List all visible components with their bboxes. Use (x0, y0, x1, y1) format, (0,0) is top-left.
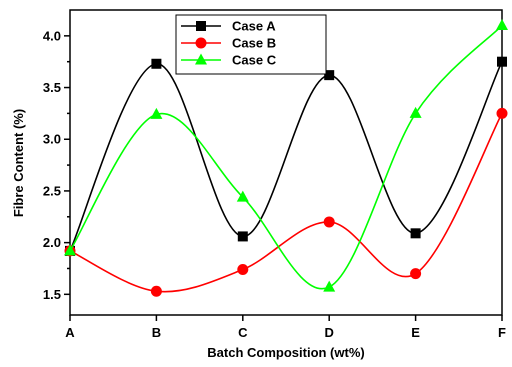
case-a-line (69, 61, 503, 252)
case-c-line (69, 24, 503, 290)
case-b-point (237, 264, 249, 276)
legend-marker-case-b (195, 37, 207, 49)
case-a-point (410, 228, 421, 239)
case-a-point (324, 70, 335, 81)
case-c-point (150, 107, 163, 119)
case-b-line (69, 113, 503, 293)
case-b-point (150, 285, 162, 297)
x-tick-label: A (65, 325, 75, 340)
legend: Case A Case B Case C (175, 14, 327, 75)
legend-label-case-b: Case B (232, 36, 276, 51)
case-a-point (151, 58, 162, 69)
legend-label-case-a: Case A (232, 19, 276, 34)
series-layer (64, 19, 508, 297)
x-axis-title: Batch Composition (wt%) (207, 345, 364, 360)
case-a-point (237, 231, 248, 242)
plot-frame (69, 9, 503, 316)
y-axis-title: Fibre Content (%) (11, 109, 26, 217)
x-tick-label: B (152, 325, 161, 340)
y-tick-label: 4.0 (43, 28, 61, 43)
axis-layer: A B C D E F 1.5 2.0 2.5 3.0 3.5 4.0 (43, 28, 506, 340)
case-c-point (496, 19, 508, 31)
x-tick-label: C (238, 325, 248, 340)
x-tick-label: F (498, 325, 506, 340)
case-b-point (496, 107, 508, 119)
y-tick-label: 3.5 (43, 80, 61, 95)
case-c-point (64, 244, 76, 256)
y-tick-label: 2.0 (43, 235, 61, 250)
y-tick-label: 1.5 (43, 287, 61, 302)
legend-marker-case-a (196, 21, 206, 31)
x-tick-label: E (411, 325, 420, 340)
case-c-point (409, 106, 422, 118)
case-b-point (410, 268, 422, 280)
legend-label-case-c: Case C (232, 53, 277, 68)
case-c-point (236, 190, 249, 202)
case-b-point (323, 216, 335, 228)
y-tick-label: 3.0 (43, 132, 61, 147)
y-tick-label: 2.5 (43, 183, 61, 198)
legend-marker-case-c (195, 53, 207, 65)
case-c-point (323, 280, 336, 292)
case-a-point (497, 56, 507, 67)
x-tick-label: D (325, 325, 334, 340)
